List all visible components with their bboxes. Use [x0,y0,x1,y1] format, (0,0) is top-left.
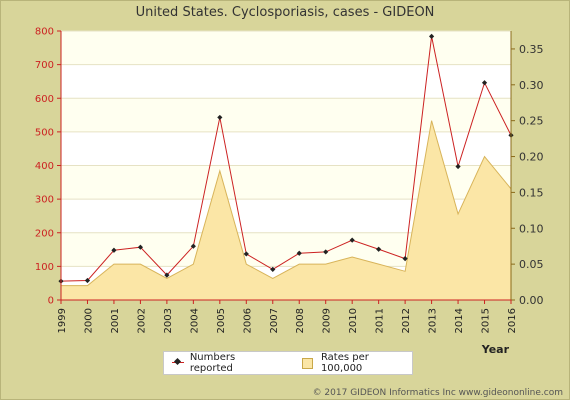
x-tick-label: 2016 [507,308,518,333]
point-numbers-reported [428,33,435,39]
x-tick-label: 2007 [269,308,280,333]
legend-label-rates: Rates per 100,000 [320,352,369,374]
x-tick-label: 2013 [428,308,439,333]
y-right-tick-label: 0.10 [519,222,544,235]
chart-legend: Numbers reported Rates per 100,000 [163,351,413,375]
chart-title: United States. Cyclosporiasis, cases - G… [135,5,435,20]
x-tick-label: 2006 [242,308,253,333]
line-numbers-reported [60,36,512,282]
x-tick-label: 2008 [295,308,306,333]
x-tick-label: 2014 [454,308,465,333]
point-numbers-reported [84,277,91,284]
legend-label-numbers: Numbers reported [189,352,236,374]
point-numbers-reported [402,256,408,262]
point-numbers-reported [190,243,196,249]
x-tick-label: 2011 [375,308,386,333]
y-left-tick-label: 300 [35,195,54,206]
y-left-tick-label: 100 [35,262,54,273]
x-tick-label: 2012 [401,308,412,333]
grid-band [61,31,511,65]
area-rates [61,120,511,301]
point-numbers-reported [111,247,117,253]
x-tick-label: 2009 [322,308,333,333]
y-left-tick-label: 800 [35,27,54,38]
point-numbers-reported [323,249,329,255]
x-tick-label: 2003 [163,308,174,333]
y-left-tick-label: 500 [35,127,54,138]
point-numbers-reported [455,163,461,170]
legend-item-numbers: Numbers reported [172,352,280,374]
x-axis-title: Year [481,343,510,356]
x-tick-label: 2015 [481,308,492,333]
y-right-tick-label: 0.25 [519,115,544,128]
x-tick-label: 1999 [57,308,68,333]
y-left-tick-label: 0 [48,296,54,307]
copyright-text: © 2017 GIDEON Informatics Inc www.gideon… [312,388,563,398]
y-right-tick-label: 0.30 [519,79,544,92]
x-tick-label: 2004 [189,308,200,333]
point-numbers-reported [243,251,249,257]
point-numbers-reported [270,266,276,273]
legend-item-rates: Rates per 100,000 [302,352,412,374]
y-right-tick-label: 0.20 [519,151,544,164]
y-right-tick-label: 0.35 [519,43,544,56]
x-tick-label: 2001 [110,308,121,333]
point-numbers-reported [376,246,382,252]
point-numbers-reported [349,237,355,243]
x-tick-label: 2005 [216,308,227,333]
point-numbers-reported [481,80,488,86]
point-numbers-reported [217,114,223,121]
point-numbers-reported [164,272,170,278]
x-tick-label: 2000 [83,308,94,333]
point-numbers-reported [296,250,302,256]
y-left-tick-label: 200 [35,228,54,239]
y-left-tick-label: 700 [35,60,54,71]
area-rates-outline [61,120,512,287]
y-right-tick-label: 0.00 [519,294,544,307]
y-left-tick-label: 400 [35,161,54,172]
legend-area-swatch [302,357,313,369]
grid-band [61,64,511,99]
y-left-tick-label: 600 [35,94,54,105]
x-tick-label: 2010 [348,308,359,333]
x-tick-label: 2002 [136,308,147,333]
grid-band [61,131,511,166]
grid-band [61,98,511,132]
y-right-tick-label: 0.15 [519,186,544,199]
y-right-tick-label: 0.05 [519,258,544,271]
point-numbers-reported [137,244,144,250]
legend-line-swatch [172,358,184,368]
